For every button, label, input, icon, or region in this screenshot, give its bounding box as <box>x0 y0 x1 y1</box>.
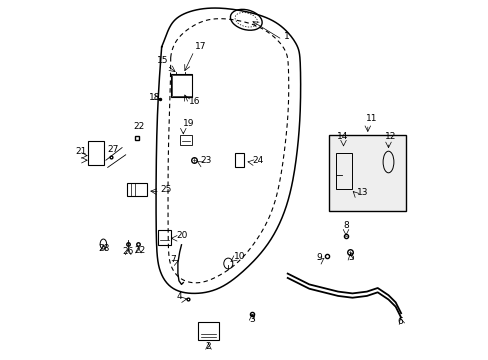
Text: 17: 17 <box>194 42 206 51</box>
Bar <box>336 153 352 189</box>
Text: 18: 18 <box>149 93 160 102</box>
Text: 14: 14 <box>336 132 347 141</box>
Text: 22: 22 <box>134 246 145 255</box>
Text: 27: 27 <box>107 145 118 154</box>
Text: 6: 6 <box>397 317 403 326</box>
Text: 26: 26 <box>122 247 134 256</box>
Text: 13: 13 <box>356 188 368 197</box>
Bar <box>127 183 147 196</box>
Bar <box>158 230 170 245</box>
Bar <box>197 322 219 340</box>
Bar <box>88 141 104 165</box>
Bar <box>179 135 192 145</box>
Text: 25: 25 <box>160 185 171 194</box>
Text: 19: 19 <box>183 119 194 128</box>
Text: 24: 24 <box>252 156 263 165</box>
Bar <box>235 153 244 167</box>
Text: 22: 22 <box>133 122 144 131</box>
Text: 28: 28 <box>98 244 109 253</box>
Bar <box>328 135 406 211</box>
Text: 1: 1 <box>284 32 289 41</box>
Text: 7: 7 <box>170 255 175 264</box>
Text: 12: 12 <box>384 132 395 141</box>
Text: 23: 23 <box>200 156 211 165</box>
Text: 4: 4 <box>177 292 182 301</box>
Text: 10: 10 <box>233 252 244 261</box>
Text: 21: 21 <box>75 147 86 156</box>
Ellipse shape <box>100 239 106 249</box>
Text: 16: 16 <box>189 97 200 106</box>
Text: 3: 3 <box>249 315 254 324</box>
Text: 5: 5 <box>347 253 353 262</box>
Bar <box>171 75 191 96</box>
Text: 11: 11 <box>365 114 377 123</box>
Text: 9: 9 <box>316 253 322 262</box>
Text: 2: 2 <box>205 342 211 351</box>
Text: 8: 8 <box>343 221 349 230</box>
Text: 20: 20 <box>176 231 187 240</box>
Bar <box>170 74 192 97</box>
Text: 15: 15 <box>157 56 168 65</box>
